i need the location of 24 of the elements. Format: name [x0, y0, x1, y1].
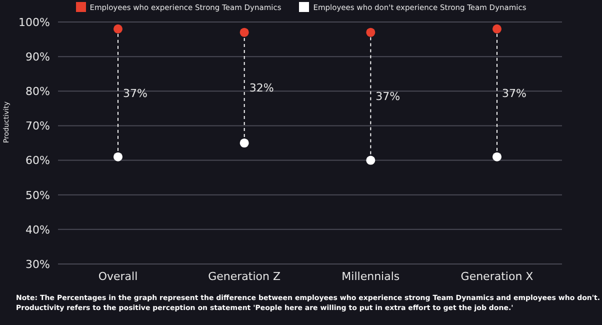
point: [240, 138, 249, 148]
x-tick-label: Generation X: [460, 270, 534, 283]
y-tick-label: 70%: [26, 120, 50, 133]
point: [366, 28, 376, 37]
y-tick-label: 30%: [26, 258, 50, 271]
y-tick-label: 90%: [26, 50, 50, 64]
annotation: 37%: [123, 86, 148, 100]
y-tick-label: 50%: [26, 188, 50, 202]
x-tick-label: Millennials: [342, 270, 400, 283]
point: [366, 156, 376, 165]
x-tick-label: Overall: [98, 270, 138, 283]
point: [492, 24, 502, 34]
point: [492, 152, 502, 162]
annotation: 32%: [249, 82, 274, 95]
y-tick-label: 40%: [26, 223, 50, 236]
point: [113, 24, 123, 34]
y-tick-label: 100%: [18, 16, 50, 29]
y-tick-label: 80%: [26, 85, 50, 98]
x-tick-label: Generation Z: [208, 270, 281, 283]
y-tick-label: 60%: [26, 154, 50, 168]
point: [113, 152, 123, 162]
point: [240, 28, 249, 37]
annotation: 37%: [502, 86, 526, 100]
annotation: 37%: [376, 90, 400, 104]
